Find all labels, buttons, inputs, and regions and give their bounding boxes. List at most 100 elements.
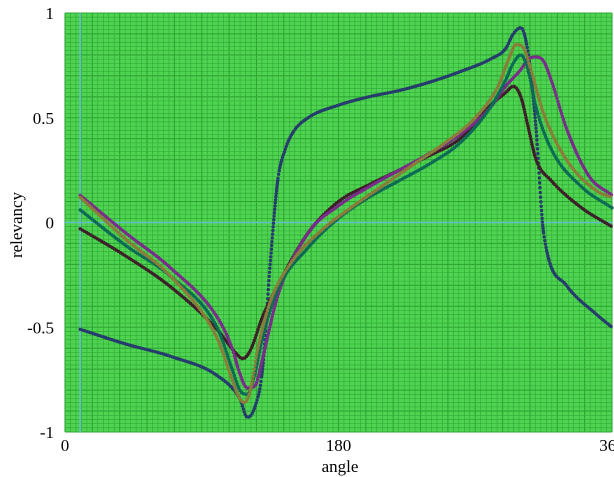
data-point xyxy=(522,107,526,111)
data-point xyxy=(540,126,545,130)
data-point xyxy=(537,115,541,119)
data-point xyxy=(540,212,544,217)
y-tick-label: 0.5 xyxy=(33,109,54,128)
x-axis-title: angle xyxy=(322,457,359,476)
data-point xyxy=(610,206,614,210)
y-tick-label: -1 xyxy=(40,423,54,442)
data-point xyxy=(225,363,229,367)
data-point xyxy=(223,329,227,334)
data-point xyxy=(247,392,251,397)
data-point xyxy=(266,305,270,310)
data-point xyxy=(530,145,535,149)
data-point xyxy=(537,118,542,122)
data-point xyxy=(548,74,552,78)
data-point xyxy=(523,112,528,117)
data-point xyxy=(541,223,545,227)
data-point xyxy=(274,194,278,199)
data-point xyxy=(267,311,271,316)
data-point xyxy=(536,151,540,156)
data-point xyxy=(535,142,539,147)
data-point xyxy=(272,214,276,218)
data-point xyxy=(529,140,534,144)
data-point xyxy=(539,204,543,208)
data-point xyxy=(277,169,281,173)
data-point xyxy=(534,55,538,59)
data-point xyxy=(524,42,529,46)
data-point xyxy=(562,120,566,124)
data-point xyxy=(527,131,532,136)
data-point xyxy=(266,287,270,292)
data-point xyxy=(523,60,528,64)
data-point xyxy=(252,371,256,375)
data-point xyxy=(246,395,250,399)
data-point xyxy=(257,370,262,374)
data-point xyxy=(250,378,255,382)
data-point xyxy=(259,362,264,366)
data-point xyxy=(541,231,546,235)
data-point xyxy=(530,85,534,89)
data-point xyxy=(266,330,271,335)
data-point xyxy=(273,197,278,202)
data-point xyxy=(270,314,274,319)
data-point xyxy=(281,152,286,157)
data-point xyxy=(534,134,539,138)
data-point xyxy=(240,404,245,408)
data-point xyxy=(537,176,542,180)
data-point xyxy=(274,189,279,193)
data-point xyxy=(254,356,258,360)
data-point xyxy=(275,186,279,190)
data-point xyxy=(227,357,231,362)
data-point xyxy=(521,55,525,59)
data-point xyxy=(267,303,271,307)
data-point xyxy=(529,68,533,73)
data-point xyxy=(258,322,262,326)
data-point xyxy=(256,346,260,350)
data-point xyxy=(548,76,553,81)
data-point xyxy=(539,105,544,109)
data-point xyxy=(228,363,233,367)
data-point xyxy=(531,55,536,59)
data-point xyxy=(560,114,565,119)
data-point xyxy=(271,300,275,304)
data-point xyxy=(544,248,549,253)
data-point xyxy=(225,352,229,356)
data-point xyxy=(269,247,274,251)
data-point xyxy=(268,322,273,327)
data-point xyxy=(273,201,277,205)
data-point xyxy=(527,129,531,133)
data-point xyxy=(514,42,518,47)
data-point xyxy=(532,97,536,102)
data-point xyxy=(258,335,263,339)
data-point xyxy=(255,398,259,402)
data-point xyxy=(496,84,501,88)
data-point xyxy=(264,341,268,346)
data-point xyxy=(276,176,280,181)
data-point xyxy=(274,298,279,302)
data-point xyxy=(268,266,272,270)
data-point xyxy=(555,96,559,101)
data-point xyxy=(537,171,541,175)
data-point xyxy=(234,379,238,383)
data-point xyxy=(535,147,540,151)
data-point xyxy=(259,379,263,384)
x-tick-label: 360 xyxy=(599,436,614,455)
data-point xyxy=(236,393,240,397)
data-point xyxy=(265,308,270,313)
data-point xyxy=(256,392,261,397)
data-point xyxy=(270,303,274,307)
data-point xyxy=(547,71,551,75)
data-point xyxy=(253,404,257,408)
data-point xyxy=(530,71,534,76)
data-point xyxy=(254,333,258,337)
data-point xyxy=(503,78,508,83)
data-point xyxy=(526,123,530,128)
data-point xyxy=(609,224,613,228)
data-point xyxy=(506,41,511,46)
data-point xyxy=(222,344,226,348)
data-point xyxy=(539,208,544,213)
data-point xyxy=(557,102,561,107)
data-point xyxy=(539,200,543,204)
data-point xyxy=(220,349,225,354)
data-point xyxy=(509,65,513,70)
data-point xyxy=(533,112,537,116)
